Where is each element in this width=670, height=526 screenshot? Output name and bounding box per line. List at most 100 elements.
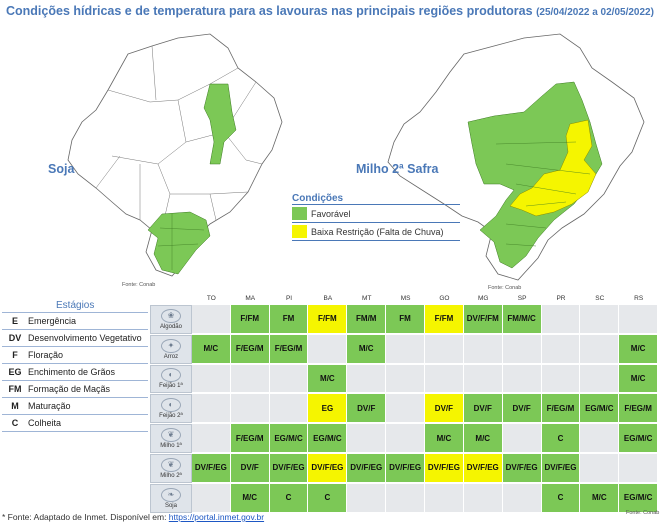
table-cell [386,394,424,423]
crop-header: ❀ Algodão [150,305,192,334]
crop-header: ❦ Milho 1ª [150,424,192,453]
table-cell [541,364,580,393]
milho-low-restriction [509,119,597,217]
table-cell [502,424,541,452]
stage-code: M [11,401,19,411]
state-header: PR [556,295,566,302]
table-cell [386,483,424,512]
state-header: MS [400,295,411,302]
table-row: ❧ Soja M/C C C C M/C EG/M/C [150,482,658,513]
table-cell: DV/F/FM [463,305,502,333]
milho-map-label: Milho 2ª Safra [356,162,439,176]
table-cell: DV/F/EG [269,453,308,482]
stages-title: Estágios [56,300,95,311]
state-header: SC [595,295,605,302]
low-restriction-swatch [292,225,307,238]
table-cell: EG/M/C [580,394,619,423]
corn-icon: ❦ [160,428,181,443]
table-cell: F/EG/M [269,334,308,363]
table-cell: F/EG/M [619,394,658,423]
table-cell: DV/F/EG [386,453,424,482]
table-cell: DV/F/EG [308,453,347,482]
crop-header: ❧ Soja [150,483,192,513]
stage-item: E Emergência [2,312,148,329]
table-cell [386,364,424,393]
stage-code: C [11,418,19,428]
table-cell: EG/M/C [269,424,308,452]
corn-icon: ❦ [160,457,181,472]
legend-item-label: Favorável [311,208,351,219]
table-cell: M/C [347,334,386,363]
crop-label: Feijão 2ª [159,413,183,420]
crop-label: Arroz [163,353,179,360]
crop-label: Milho 1ª [160,443,182,450]
state-header: PI [285,295,293,302]
stage-label: Formação de Maçãs [28,384,111,394]
rice-icon: ✦ [160,338,181,353]
state-header: MT [362,295,372,302]
table-cell [580,453,619,482]
table-cell [541,305,580,333]
stage-label: Desenvolvimento Vegetativo [28,333,142,343]
table-cell [463,334,502,363]
stage-label: Floração [28,350,64,360]
crop-label: Milho 2ª [160,472,182,479]
bean-icon: ◐ [160,398,181,413]
favorable-swatch [292,207,307,220]
table-cell: DV/F [425,394,463,423]
inmet-link[interactable]: https://portal.inmet.gov.br [168,512,265,522]
stage-item: EG Enchimento de Grãos [2,363,148,380]
table-cell [191,394,230,423]
table-cell: M/C [619,334,658,363]
footnote: * Fonte: Adaptado de Inmet. Disponível e… [2,512,264,522]
stage-item: M Maturação [2,397,148,414]
table-cell: C [308,483,347,512]
table-cell: F/FM [308,305,347,333]
table-cell [580,305,619,333]
table-cell: M/C [425,424,463,452]
table-cell [386,424,424,452]
table-cell [191,483,230,512]
soja-map [67,33,283,277]
table-cell: FM [269,305,308,333]
table-cell: DV/F [230,453,269,482]
stage-label: Enchimento de Grãos [28,367,116,377]
table-cell: DV/F/EG [463,453,502,482]
table-cell [191,364,230,393]
table-cell [463,364,502,393]
table-cell: DV/F/EG [191,453,230,482]
legend-item-label: Baixa Restrição (Falta de Chuva) [311,226,444,237]
table-cell [269,394,308,423]
table-row: ◐ Feijão 1ª M/C M/C [150,363,658,394]
table-cell: M/C [619,364,658,393]
table-cell: F/EG/M [541,394,580,423]
state-header: BA [323,295,333,302]
table-cell: EG/M/C [619,483,658,512]
title-text: Condições hídricas e de temperatura para… [6,4,533,18]
title-dates: (25/04/2022 a 02/05/2022) [536,7,654,18]
table-cell: M/C [463,424,502,452]
table-cell [425,483,463,512]
table-cell [425,364,463,393]
table-cell: FM/M [347,305,386,333]
table-cell [619,305,658,333]
stage-code: DV [8,333,22,343]
table-cell: M/C [230,483,269,512]
table-cell [191,305,230,333]
soja-map-label: Soja [48,162,75,176]
legend-item-favorable: Favorável [292,204,460,222]
table-cell: EG [308,394,347,423]
milho-map-credit: Fonte: Conab [488,285,522,291]
conditions-table: TO MA PI BA MT MS GO MG SP PR SC RS ❀ Algodão F/FM FM F… [150,294,658,513]
soy-icon: ❧ [160,487,181,502]
table-cell [580,424,619,452]
table-cell [347,483,386,512]
soja-map-credit: Fonte: Conab [122,282,156,288]
table-cell: EG/M/C [308,424,347,452]
table-cell: M/C [191,334,230,363]
table-cell [347,424,386,452]
table-row: ❦ Milho 1ª F/EG/M EG/M/C EG/M/C M/C M/C C EG/M/C [150,423,658,453]
table-cell [347,364,386,393]
table-cell: C [541,483,580,512]
table-cell: F/FM [230,305,269,333]
